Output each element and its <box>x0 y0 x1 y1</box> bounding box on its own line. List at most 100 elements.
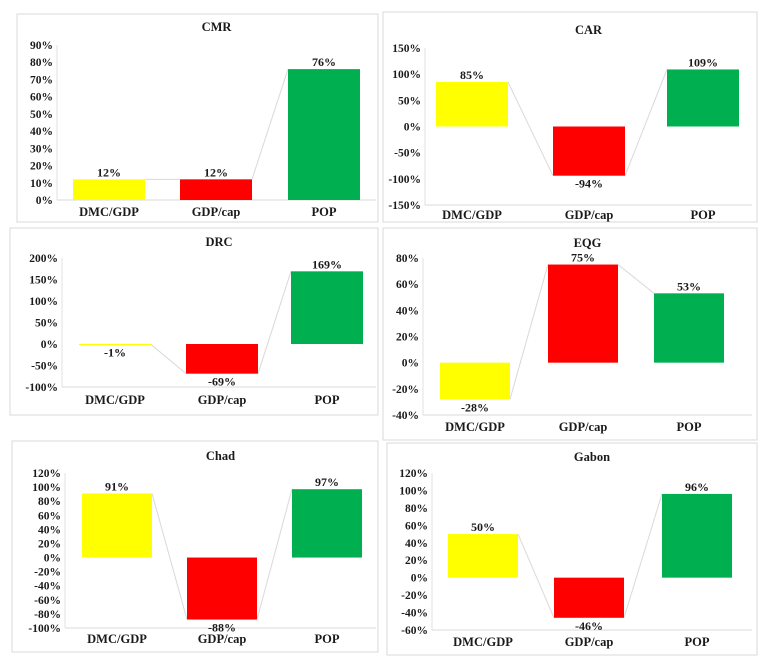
y-tick-label: 10% <box>30 178 53 190</box>
y-tick-label: 80% <box>30 57 53 69</box>
data-label: 169% <box>312 257 342 271</box>
data-label: 76% <box>312 55 336 69</box>
data-label: -88% <box>208 621 236 635</box>
y-tick-label: -60% <box>401 625 428 637</box>
y-tick-label: -100% <box>25 382 58 394</box>
y-tick-label: 120% <box>32 468 61 480</box>
x-category-label: GDP/cap <box>559 420 608 434</box>
chart-title: Gabon <box>574 450 610 464</box>
bar-dmc-gdp <box>79 344 151 345</box>
y-tick-label: 30% <box>30 143 53 155</box>
y-tick-label: -80% <box>34 609 61 621</box>
x-category-label: POP <box>315 393 340 407</box>
data-label: -28% <box>461 400 489 414</box>
y-tick-label: 0% <box>404 122 421 134</box>
bar-gdp-cap <box>554 577 624 618</box>
x-category-label: POP <box>312 205 337 219</box>
panel-cmr: CMR 0% 10% 20% 30% 40% 50% 60% 70% 80% 90% 12% DMC/G… <box>16 13 379 223</box>
data-label: 109% <box>688 55 718 69</box>
data-label: 50% <box>471 520 495 534</box>
x-category-label: POP <box>677 420 702 434</box>
y-tick-label: 40% <box>30 126 53 138</box>
y-tick-label: 60% <box>405 520 428 532</box>
y-tick-label: 60% <box>396 279 419 291</box>
bar-dmc-gdp <box>440 362 510 400</box>
y-tick-label: 150% <box>392 43 421 55</box>
connector-line <box>150 344 187 375</box>
x-category-label: DMC/GDP <box>85 393 145 407</box>
data-label: -94% <box>575 177 603 191</box>
y-tick-label: 100% <box>29 296 58 308</box>
y-tick-label: 0% <box>36 195 53 207</box>
data-label: 12% <box>97 165 121 179</box>
connector-line <box>256 489 293 620</box>
x-category-label: GDP/cap <box>565 208 614 222</box>
y-tick-label: -100% <box>28 623 61 635</box>
bar-gdp-cap <box>548 264 618 363</box>
bar-pop <box>291 271 363 344</box>
panel-car: CAR -150% -100% -50% 0% 50% 100% 150% 85% DMC/GDP… <box>382 11 758 223</box>
data-label: -1% <box>104 345 126 359</box>
y-tick-label: 40% <box>405 538 428 550</box>
bar-pop <box>662 493 732 578</box>
x-category-label: POP <box>691 208 716 222</box>
x-category-label: POP <box>685 635 710 649</box>
data-label: 53% <box>677 279 701 293</box>
bar-pop <box>292 489 362 558</box>
y-tick-label: 120% <box>399 468 428 480</box>
y-tick-label: -40% <box>34 581 61 593</box>
y-tick-label: 100% <box>399 485 428 497</box>
bar-pop <box>654 293 724 363</box>
y-tick-label: -40% <box>401 608 428 620</box>
chart-title: DRC <box>205 235 232 249</box>
y-tick-label: 50% <box>30 109 53 121</box>
connector-line <box>517 533 555 618</box>
connector-line <box>623 493 663 618</box>
data-label: 91% <box>105 479 129 493</box>
bar-pop <box>667 69 739 127</box>
data-label: 85% <box>460 68 484 82</box>
bar-gdp-cap <box>553 126 625 176</box>
connector-line <box>151 493 188 620</box>
y-tick-label: 90% <box>30 40 53 52</box>
y-tick-label: 80% <box>38 496 61 508</box>
y-tick-label: -150% <box>388 200 421 212</box>
x-category-label: GDP/cap <box>565 635 614 649</box>
y-tick-label: 0% <box>402 358 419 370</box>
y-tick-label: 50% <box>35 318 58 330</box>
data-label: 97% <box>315 475 339 489</box>
data-label: 96% <box>685 480 709 494</box>
connector-line <box>624 69 668 176</box>
chart-title: EQG <box>574 236 602 250</box>
x-category-label: DMC/GDP <box>453 635 513 649</box>
connector-line <box>251 68 289 180</box>
connector-line <box>509 264 549 400</box>
y-tick-label: 60% <box>30 92 53 104</box>
y-tick-label: -20% <box>392 384 419 396</box>
y-tick-label: 40% <box>38 524 61 536</box>
bar-dmc-gdp <box>436 82 508 127</box>
panel-gabon: Gabon -60% -40% -20% 0% 20% 40% 60% 80% 100% 120% 5… <box>386 442 758 656</box>
x-category-label: GDP/cap <box>192 205 241 219</box>
y-tick-label: 80% <box>396 253 419 265</box>
panel-drc: DRC -100% -50% 0% 50% 100% 150% 200% -1% DMC/GDP -… <box>9 227 379 416</box>
panel-eqg: EQG -40% -20% 0% 20% 40% 60% 80% -28% DMC/GDP 75% G… <box>382 227 758 441</box>
y-tick-label: 60% <box>38 510 61 522</box>
chart-title: CAR <box>575 23 603 37</box>
y-tick-label: 200% <box>29 253 58 265</box>
y-tick-label: 20% <box>30 161 53 173</box>
bar-dmc-gdp <box>82 493 152 558</box>
bar-gdp-cap <box>186 344 258 374</box>
x-category-label: DMC/GDP <box>442 208 502 222</box>
y-tick-label: -50% <box>31 361 58 373</box>
y-tick-label: 0% <box>411 573 428 585</box>
x-category-label: POP <box>315 632 340 646</box>
y-tick-label: 40% <box>396 305 419 317</box>
x-category-label: DMC/GDP <box>87 632 147 646</box>
connector-line <box>257 271 292 374</box>
chart-title: CMR <box>202 20 233 34</box>
y-tick-label: 0% <box>41 339 58 351</box>
y-tick-label: -20% <box>401 590 428 602</box>
